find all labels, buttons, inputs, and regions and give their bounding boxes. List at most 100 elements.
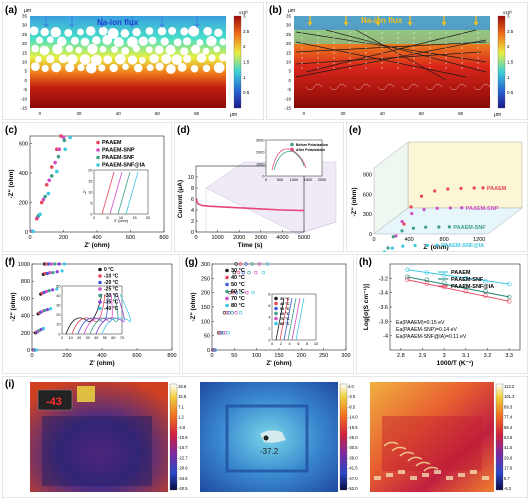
panel-h-label: (h) bbox=[359, 257, 372, 268]
colorbar-tick: 1 bbox=[243, 75, 246, 80]
particle bbox=[64, 28, 73, 37]
data-point bbox=[39, 200, 44, 205]
flux-arrow-head bbox=[194, 24, 200, 28]
inset-curve bbox=[291, 297, 301, 341]
flux-arrow-head bbox=[43, 24, 49, 28]
thermal-scale-tick: 53.5 bbox=[504, 435, 513, 440]
colorbar-tick: 2 bbox=[243, 44, 246, 49]
legend-entry: 30 °C bbox=[280, 297, 290, 301]
x-axis-label: Time (s) bbox=[238, 242, 263, 249]
legend-entry: 60 °C bbox=[231, 289, 245, 295]
panel-a-heatmap: (a) μm Na-ion flux -15-10-50510152025303… bbox=[2, 2, 264, 120]
particle bbox=[202, 47, 210, 55]
flux-arrow-head bbox=[343, 22, 349, 26]
legend-entry: PAAEM bbox=[102, 140, 122, 146]
activation-energy-label: Ea(PAAEM-SNF@IA)=0.11 eV bbox=[396, 334, 467, 340]
flux-arrow-head bbox=[69, 24, 75, 28]
ytick-label: 35 bbox=[22, 14, 28, 19]
thermal-scale-tick: 41.5 bbox=[504, 445, 513, 450]
data-point bbox=[226, 331, 230, 335]
ytick-label: 900 bbox=[363, 173, 372, 179]
thermal-scale-tick: 1.2 bbox=[178, 415, 184, 420]
ytick-label: 15 bbox=[286, 50, 292, 55]
legend-marker bbox=[96, 155, 100, 160]
thermal-scale-tick: -41.5 bbox=[348, 466, 358, 471]
panel-b-colorbar-ticks: 0.5 1 1.5 2 2.5 3 bbox=[507, 14, 514, 96]
inset-xtick: 0 bbox=[61, 336, 63, 340]
legend-marker bbox=[274, 306, 278, 311]
particle bbox=[85, 26, 96, 36]
data-point bbox=[424, 277, 430, 283]
legend-entry: PAAEM-SNP bbox=[102, 148, 135, 154]
data-point bbox=[391, 235, 395, 239]
ytick-label: 0 bbox=[207, 348, 210, 354]
particle bbox=[121, 46, 130, 55]
data-point bbox=[62, 138, 67, 143]
xtick-label: 3.2 bbox=[484, 353, 492, 359]
xtick-label: 50 bbox=[231, 353, 237, 359]
x-axis-label: Z' (ohm) bbox=[423, 244, 448, 251]
data-point bbox=[218, 331, 222, 335]
data-point bbox=[60, 269, 64, 273]
fiber bbox=[305, 29, 477, 73]
legend-entry: -35 °C bbox=[104, 300, 119, 306]
particle bbox=[132, 27, 141, 37]
thermal-scale-tick: 101.3 bbox=[504, 394, 515, 399]
data-point bbox=[472, 186, 476, 190]
inset-curve bbox=[279, 297, 289, 341]
panel-b-heatmap: (b) μm Na-ion flux -15-10-50510152025303… bbox=[266, 2, 528, 120]
legend-entry: -25 °C bbox=[104, 287, 119, 293]
particle bbox=[90, 54, 102, 66]
colorbar-tick: 1.5 bbox=[507, 60, 514, 65]
xtick-label: 200 bbox=[297, 353, 306, 359]
particle bbox=[196, 39, 204, 46]
ytick-label: 200 bbox=[201, 291, 210, 297]
legend-entry: 80 °C bbox=[280, 322, 290, 326]
flux-streamline bbox=[449, 83, 467, 91]
flux-arrow-head bbox=[129, 24, 135, 28]
inset-ytick: 10 bbox=[56, 323, 60, 327]
xtick-label: 3000 bbox=[255, 235, 267, 241]
particle bbox=[146, 64, 154, 72]
colorbar-tick: 0.5 bbox=[507, 90, 514, 95]
inset-xtick: 40 bbox=[94, 336, 98, 340]
thermal-scale-tick: -36.0 bbox=[348, 455, 358, 460]
legend-entry: 40 °C bbox=[280, 302, 290, 306]
data-point bbox=[413, 243, 417, 248]
data-point bbox=[463, 288, 469, 294]
xtick-label: 60 bbox=[155, 111, 161, 116]
panel-e-label: (e) bbox=[349, 125, 361, 136]
series-label: PAAEM-SNF@IA bbox=[441, 243, 484, 249]
ytick-label: -10 bbox=[20, 96, 27, 101]
inset-xtick: 0 bbox=[265, 178, 267, 182]
legend-entry: 60 °C bbox=[280, 312, 290, 316]
thermal-scale-tick: -16.7 bbox=[178, 445, 188, 450]
xtick-label: 1200 bbox=[473, 237, 485, 243]
particle bbox=[166, 64, 176, 74]
xtick-label: 2.8 bbox=[397, 353, 405, 359]
flux-arrow-head bbox=[307, 22, 313, 26]
legend-marker bbox=[98, 267, 102, 272]
xtick-label: 0 bbox=[28, 235, 31, 241]
ytick-label: 400 bbox=[19, 171, 28, 177]
particle bbox=[30, 62, 40, 71]
legend-entry: 30 °C bbox=[231, 268, 245, 274]
particle bbox=[80, 37, 90, 47]
data-point bbox=[448, 206, 452, 210]
particle bbox=[196, 53, 207, 63]
particle bbox=[87, 43, 98, 55]
particle bbox=[188, 25, 200, 37]
ytick-label: 300 bbox=[363, 212, 372, 218]
data-point bbox=[437, 225, 441, 229]
panel-g-label: (g) bbox=[185, 257, 198, 268]
data-point bbox=[435, 206, 439, 210]
particle bbox=[120, 29, 130, 38]
legend-marker bbox=[274, 316, 278, 321]
ytick-label: 25 bbox=[286, 32, 292, 37]
ytick-label: 8 bbox=[191, 186, 194, 192]
particle bbox=[98, 64, 106, 72]
particle bbox=[58, 54, 68, 64]
thermal-scale-tick: -3.0 bbox=[348, 394, 356, 399]
legend-marker bbox=[98, 287, 102, 291]
